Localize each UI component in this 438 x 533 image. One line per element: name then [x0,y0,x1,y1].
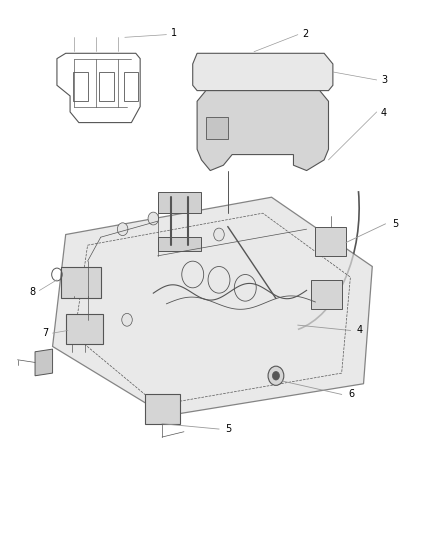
Text: 1: 1 [171,28,177,38]
Text: 4: 4 [381,108,387,118]
Circle shape [214,228,224,241]
Bar [158,237,201,251]
Bar [315,227,346,256]
Text: 7: 7 [42,328,48,338]
Circle shape [117,223,128,236]
Bar [124,72,138,101]
Bar [61,266,101,298]
Text: 4: 4 [357,326,363,335]
Bar [66,314,103,344]
Circle shape [148,212,159,225]
Text: 6: 6 [348,390,354,399]
Bar [99,72,114,101]
Polygon shape [193,53,333,91]
Text: 5: 5 [392,219,398,229]
Circle shape [268,366,284,385]
Bar [73,72,88,101]
Circle shape [122,313,132,326]
Polygon shape [206,117,228,139]
Bar [311,280,342,309]
Bar [158,192,201,213]
Bar [145,394,180,424]
Text: 2: 2 [302,29,308,38]
Text: 3: 3 [381,75,387,85]
Polygon shape [35,349,53,376]
Circle shape [272,372,279,380]
Text: 8: 8 [29,287,35,297]
Text: 5: 5 [226,424,232,434]
Polygon shape [53,197,372,416]
Polygon shape [197,91,328,171]
